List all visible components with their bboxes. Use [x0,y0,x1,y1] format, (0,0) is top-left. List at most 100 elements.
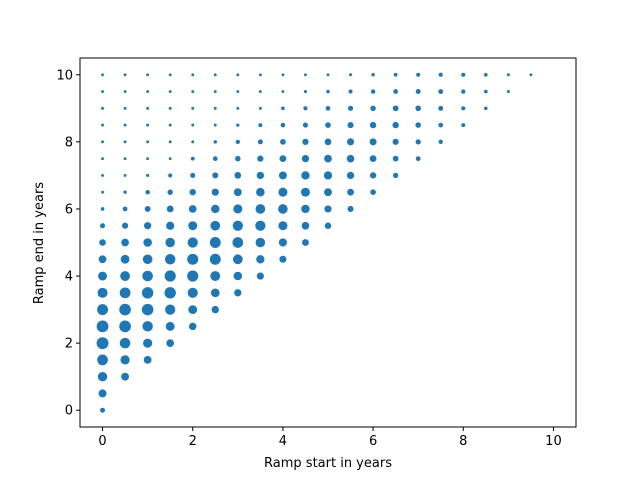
scatter-point [506,90,510,94]
scatter-point [212,156,218,162]
scatter-point [234,172,242,179]
scatter-point [415,122,421,128]
scatter-point [97,304,109,316]
scatter-point [146,123,150,127]
scatter-point [256,171,265,180]
scatter-point [166,339,175,347]
scatter-point [236,90,240,93]
scatter-point [529,73,533,77]
scatter-point [165,237,175,248]
scatter-point [326,89,330,94]
scatter-point [438,72,443,77]
scatter-point [211,204,220,214]
scatter-point [324,188,332,197]
scatter-point [348,89,353,94]
scatter-point [121,238,129,247]
scatter-point [278,221,288,231]
scatter-point [100,207,105,211]
scatter-point [144,206,151,212]
x-axis-ticks: 0 2 4 6 8 10 [98,427,562,449]
scatter-point [392,105,399,112]
scatter-point [144,222,152,230]
scatter-point [461,123,466,128]
y-tick-label: 2 [65,337,73,352]
scatter-point [438,89,444,95]
scatter-point [255,237,266,248]
scatter-point [191,123,195,127]
scatter-point [189,188,196,196]
y-tick-label: 10 [56,68,73,83]
scatter-point [325,122,331,128]
scatter-point [369,155,377,163]
x-axis-label: Ramp start in years [264,456,392,471]
scatter-point [119,287,131,299]
scatter-point [279,155,287,163]
scatter-point [438,122,444,128]
scatter-point [100,223,106,229]
scatter-point [210,220,221,231]
scatter-point [164,287,176,299]
scatter-point [119,320,131,333]
x-tick-label: 4 [279,434,287,449]
scatter-point [324,154,332,163]
scatter-point [213,140,218,144]
scatter-point [302,122,309,128]
scatter-point [325,106,331,111]
scatter-point [278,171,287,180]
scatter-point [255,204,266,214]
scatter-point [142,270,153,282]
scatter-point [415,89,421,95]
scatter-point [123,90,127,93]
scatter-point [304,73,307,77]
scatter-point [191,106,195,110]
scatter-point [393,172,399,179]
scatter-point [392,138,399,145]
scatter-point [211,305,219,314]
plot-frame [79,57,577,428]
scatter-point [256,187,265,197]
scatter-point [232,254,243,265]
scatter-point [302,239,309,246]
scatter-point [278,187,288,197]
scatter-point [416,72,421,77]
scatter-point [145,189,150,195]
scatter-point [256,255,265,264]
y-tick-label: 4 [65,270,73,285]
scatter-point [324,222,332,229]
scatter-point [370,105,376,112]
scatter-point [279,255,287,263]
scatter-point [97,371,108,382]
scatter-point [212,172,219,179]
scatter-point [101,190,104,194]
scatter-point [191,90,195,93]
x-tick-label: 10 [545,434,562,449]
scatter-point [300,187,310,197]
scatter-point [165,321,175,331]
scatter-point [168,106,172,110]
scatter-point [349,73,353,77]
data-points [96,72,533,413]
scatter-point [123,140,127,144]
scatter-point [167,189,173,195]
scatter-point [484,89,488,94]
x-tick-label: 8 [459,434,467,449]
scatter-point [98,389,107,398]
scatter-point [168,123,172,127]
scatter-point [302,138,309,145]
scatter-point [393,89,399,94]
scatter-point [120,355,130,365]
scatter-point [209,253,221,265]
scatter-point [168,157,172,161]
scatter-point [165,304,176,315]
scatter-point [164,254,176,265]
scatter-point [257,155,264,162]
scatter-point [101,106,104,110]
scatter-point [191,73,195,77]
scatter-point [190,172,196,178]
y-tick-label: 6 [65,202,73,217]
scatter-point [143,356,152,364]
scatter-point [281,90,285,93]
scatter-point [97,354,108,366]
scatter-point [278,238,287,247]
scatter-point [257,139,263,145]
